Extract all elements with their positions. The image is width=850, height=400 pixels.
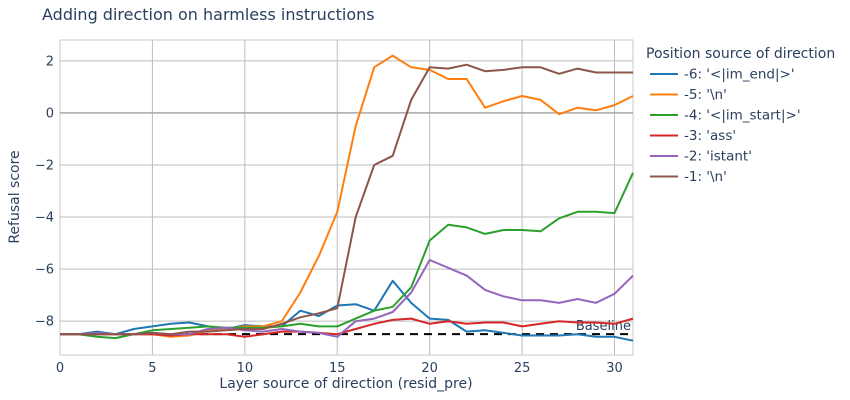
x-tick-label: 30 — [606, 361, 623, 376]
legend-label: -3: 'ass' — [684, 128, 736, 144]
series-line-1 — [60, 279, 634, 342]
y-tick-label: −6 — [35, 263, 54, 278]
grid-lines — [59, 39, 634, 356]
legend: Position source of direction -6: '<|im_e… — [646, 46, 835, 185]
series-line-4 — [60, 317, 634, 338]
y-tick-label: 2 — [46, 54, 54, 69]
legend-label: -6: '<|im_end|>' — [684, 67, 795, 83]
series-line-6 — [60, 63, 633, 336]
x-tick-labels: 0 5 10 15 20 25 30 — [56, 361, 623, 376]
y-axis-title: Refusal score — [7, 150, 23, 243]
y-tick-label: 0 — [46, 106, 54, 121]
y-tick-label: −2 — [35, 158, 54, 173]
chart-title: Adding direction on harmless instruction… — [42, 5, 375, 24]
x-tick-label: 10 — [237, 361, 254, 376]
x-tick-label: 15 — [329, 361, 346, 376]
legend-label: -5: '\n' — [684, 87, 727, 103]
x-tick-label: 0 — [56, 361, 64, 376]
plot-area — [60, 40, 633, 355]
y-tick-label: −4 — [35, 211, 54, 226]
x-tick-label: 25 — [514, 361, 531, 376]
legend-label: -4: '<|im_start|>' — [684, 108, 801, 124]
y-tick-label: −8 — [35, 315, 54, 330]
x-tick-label: 5 — [148, 361, 156, 376]
x-axis-title: Layer source of direction (resid_pre) — [219, 376, 472, 392]
series-line-3 — [60, 172, 634, 340]
series-lines — [60, 54, 634, 342]
y-tick-labels: 2 0 −2 −4 −6 −8 — [35, 54, 54, 329]
legend-title: Position source of direction — [646, 46, 835, 62]
legend-label: -2: 'istant' — [684, 149, 752, 165]
legend-label: -1: '\n' — [684, 169, 727, 185]
x-tick-label: 20 — [421, 361, 438, 376]
plot-border — [59, 39, 634, 356]
